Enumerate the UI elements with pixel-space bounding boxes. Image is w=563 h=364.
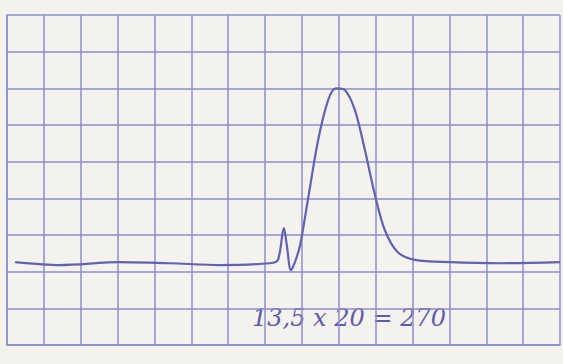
svg-text:13,5 x 20 = 270: 13,5 x 20 = 270 (252, 304, 446, 332)
